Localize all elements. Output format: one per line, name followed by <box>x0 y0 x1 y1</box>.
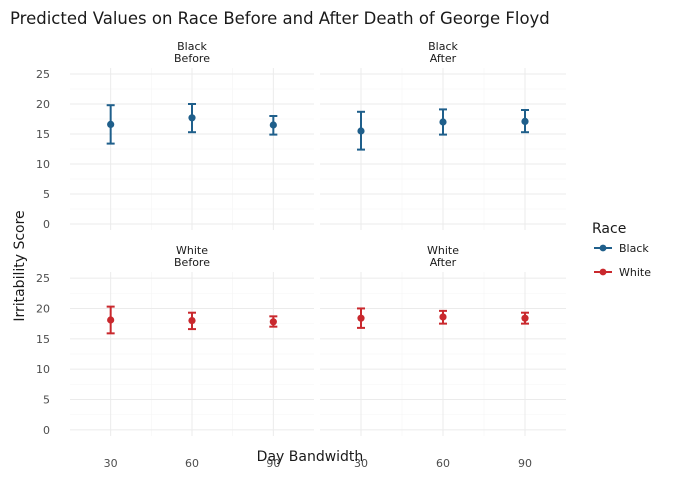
y-axis-title: Irritability Score <box>12 210 28 321</box>
x-tick-label: 60 <box>185 457 199 470</box>
x-tick-label: 60 <box>436 457 450 470</box>
errorbar <box>357 307 365 329</box>
y-tick-label: 0 <box>43 424 50 437</box>
y-tick-label: 25 <box>36 68 50 81</box>
x-tick-label: 30 <box>354 457 368 470</box>
strip-label-period: After <box>430 52 457 65</box>
data-point <box>269 318 277 326</box>
errorbar <box>439 108 447 136</box>
data-point <box>439 118 447 126</box>
errorbar <box>106 104 115 145</box>
strip-label-race: White <box>427 244 459 257</box>
strip-label-race: White <box>176 244 208 257</box>
chart-title: Predicted Values on Race Before and Afte… <box>10 9 550 28</box>
y-tick-label: 25 <box>36 272 50 285</box>
legend-key-point <box>599 244 607 252</box>
x-axis-title: Day Bandwidth <box>257 449 364 465</box>
legend: Race Black White <box>592 221 651 279</box>
legend-entry-white: White <box>594 266 651 279</box>
data-point <box>521 117 529 125</box>
legend-key-point <box>599 268 607 276</box>
data-point <box>107 316 115 324</box>
errorbar <box>269 115 278 136</box>
y-tick-label: 5 <box>43 188 50 201</box>
strip-label-period: Before <box>174 256 210 269</box>
data-point <box>188 114 196 122</box>
y-tick-label: 10 <box>36 158 50 171</box>
strip-label-period: After <box>430 256 457 269</box>
errorbar <box>521 311 529 325</box>
data-point <box>269 121 277 129</box>
errorbar <box>188 103 196 134</box>
errorbar <box>106 305 115 335</box>
errorbar <box>439 309 447 325</box>
y-tick-label: 15 <box>36 128 50 141</box>
strip-label-race: Black <box>428 40 458 53</box>
y-tick-label: 20 <box>36 98 50 111</box>
strip-label-period: Before <box>174 52 210 65</box>
data-point <box>107 120 115 128</box>
data-point <box>357 314 365 322</box>
x-tick-label: 90 <box>518 457 532 470</box>
y-tick-label: 20 <box>36 302 50 315</box>
x-tick-label: 30 <box>104 457 118 470</box>
errorbar <box>269 315 278 328</box>
errorbar <box>188 311 196 331</box>
y-tick-label: 5 <box>43 394 50 407</box>
data-point <box>188 316 196 325</box>
errorbar <box>357 110 365 151</box>
x-tick-label: 90 <box>266 457 280 470</box>
y-tick-label: 15 <box>36 333 50 346</box>
legend-label: Black <box>619 242 649 255</box>
data-point <box>357 127 365 135</box>
data-point <box>521 314 529 322</box>
data-point <box>439 313 447 321</box>
facet-panels: BlackBefore0510152025BlackAfterWhiteBefo… <box>36 40 566 470</box>
legend-entry-black: Black <box>594 242 649 255</box>
legend-title: Race <box>592 221 626 237</box>
legend-label: White <box>619 266 651 279</box>
errorbar <box>521 109 529 134</box>
strip-label-race: Black <box>177 40 207 53</box>
y-tick-label: 10 <box>36 363 50 376</box>
y-tick-label: 0 <box>43 218 50 231</box>
